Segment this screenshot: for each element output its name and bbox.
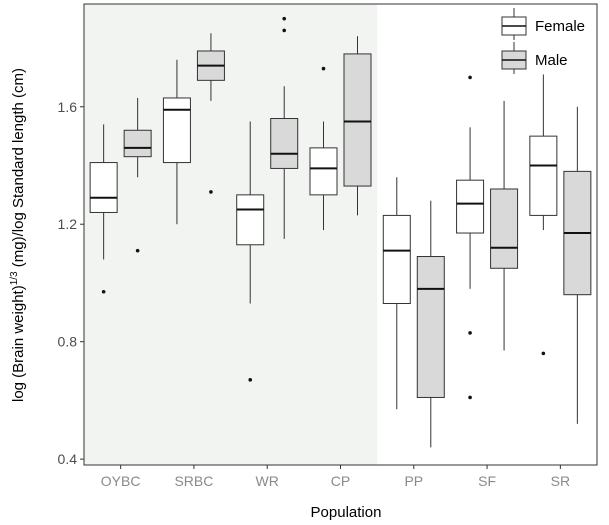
- box-iqr: [382, 214, 411, 305]
- box-female-cp: [309, 66, 338, 231]
- x-tick-label: SR: [551, 473, 570, 489]
- outlier-point: [248, 378, 253, 382]
- box-iqr: [162, 97, 191, 164]
- x-axis-title: Population: [311, 504, 382, 521]
- box-female-srbc: [162, 59, 191, 225]
- box-male-pp: [416, 200, 445, 448]
- outlier-point: [468, 331, 472, 335]
- box-iqr: [416, 256, 445, 398]
- outlier-point: [135, 248, 140, 253]
- x-tick-label: SRBC: [174, 473, 213, 489]
- outlier-point: [468, 395, 472, 400]
- box-female-wr: [236, 121, 265, 382]
- box-male-sf: [490, 100, 519, 351]
- outlier-point: [321, 66, 326, 71]
- shaded-region: [84, 4, 378, 465]
- y-tick-label: 0.8: [58, 334, 78, 350]
- y-tick-label: 1.6: [58, 99, 78, 115]
- box-iqr: [270, 118, 299, 169]
- box-female-sr: [529, 74, 558, 356]
- outlier-point: [541, 351, 546, 356]
- y-tick-label: 1.2: [58, 216, 78, 232]
- x-tick-label: CP: [331, 473, 350, 489]
- legend-item-male: Male: [501, 42, 568, 74]
- box-female-oybc: [89, 124, 118, 294]
- x-tick-label: OYBC: [101, 473, 141, 489]
- legend-label: Male: [535, 52, 568, 69]
- box-male-oybc: [123, 97, 152, 253]
- legend-item-female: Female: [501, 8, 585, 40]
- box-male-wr: [270, 16, 299, 239]
- box-iqr: [456, 179, 485, 234]
- outlier-point: [101, 289, 106, 294]
- outlier-point: [282, 28, 287, 33]
- box-male-cp: [343, 36, 372, 216]
- x-tick-label: PP: [404, 473, 423, 489]
- box-iqr: [343, 53, 372, 187]
- box-female-sf: [456, 75, 485, 400]
- box-female-pp: [382, 177, 411, 410]
- box-layer: [89, 16, 592, 448]
- box-iqr: [490, 188, 519, 269]
- outlier-point: [282, 16, 287, 21]
- box-iqr: [123, 129, 152, 158]
- box-male-sr: [563, 106, 592, 424]
- box-iqr: [89, 162, 118, 213]
- box-iqr: [236, 194, 265, 246]
- outlier-point: [209, 190, 213, 194]
- y-tick-label: 0.4: [58, 451, 78, 467]
- x-tick-label: SF: [478, 473, 496, 489]
- box-iqr: [309, 147, 338, 196]
- axis-layer: 0.4 0.8 1.2 1.6 OYBC SRBC WR CP PP SF SR: [58, 99, 571, 489]
- legend-label: Female: [535, 18, 585, 35]
- outlier-point: [468, 75, 472, 80]
- legend: Female Male: [501, 8, 585, 74]
- y-axis-title: log (Brain weight)1/3 (mg)/log Standard …: [9, 68, 27, 402]
- box-iqr: [529, 135, 558, 216]
- x-tick-label: WR: [256, 473, 279, 489]
- box-male-srbc: [196, 33, 225, 194]
